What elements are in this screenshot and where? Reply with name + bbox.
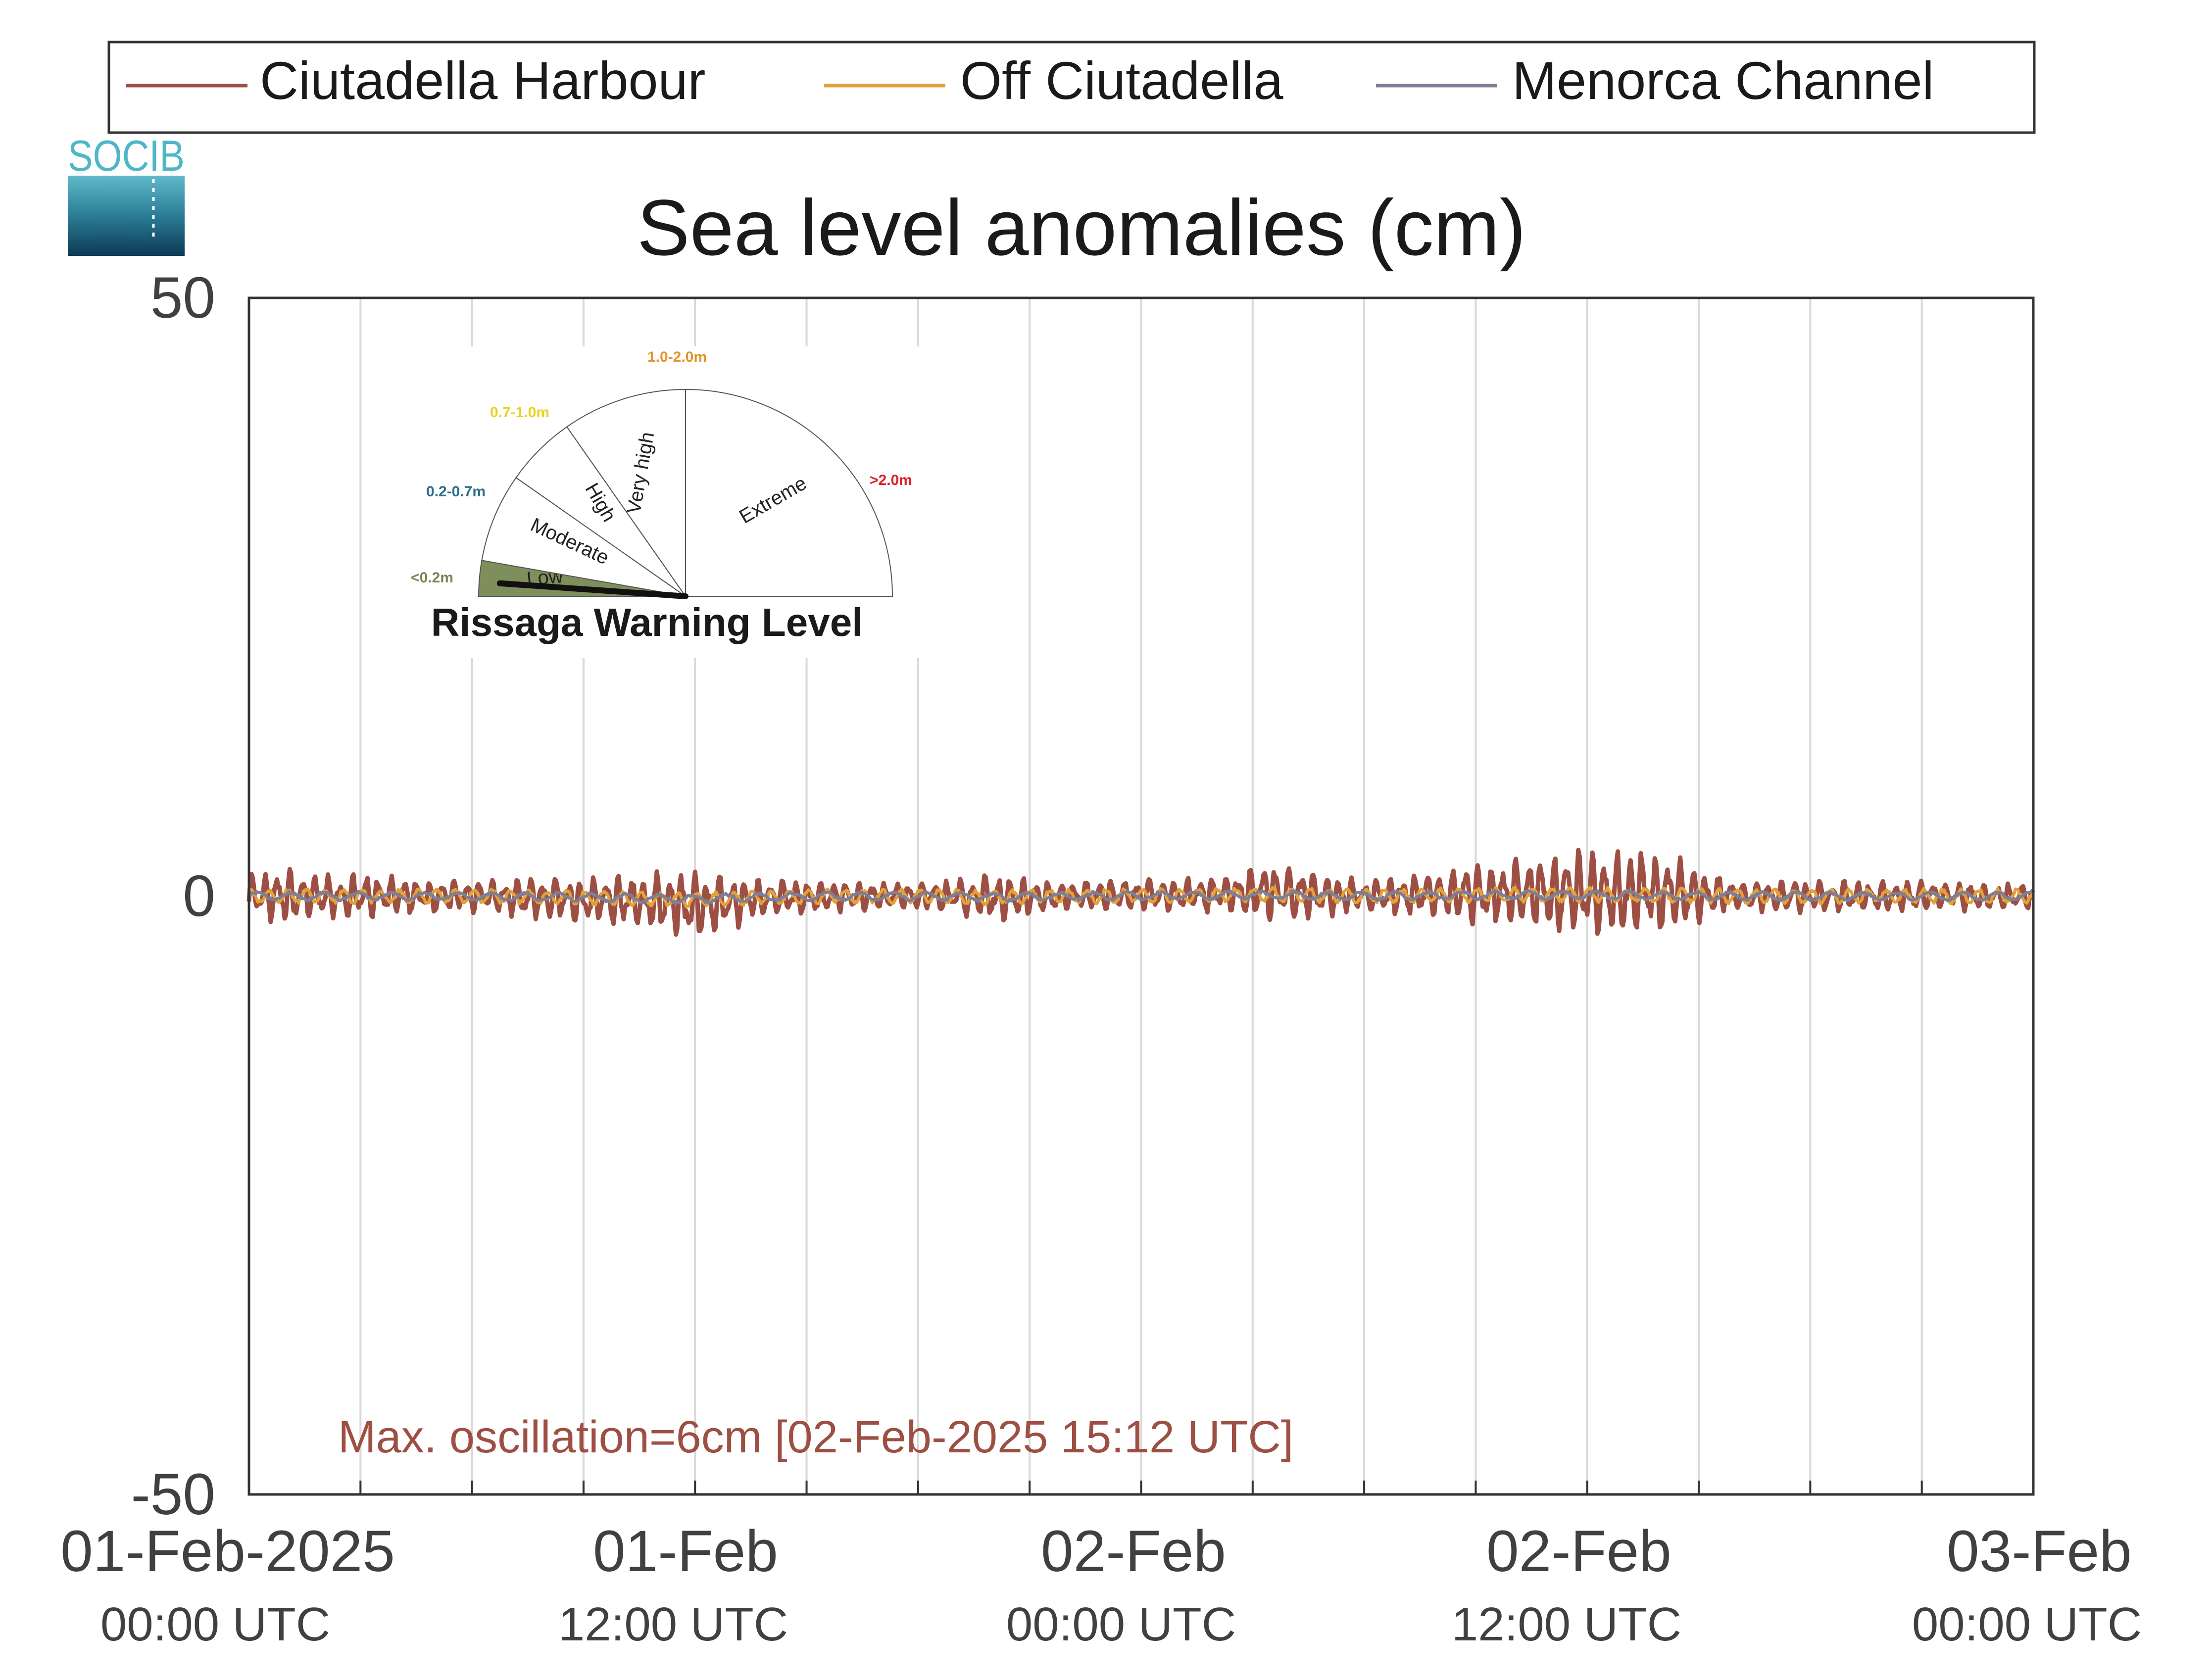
gauge-title: Rissaga Warning Level — [431, 600, 863, 644]
gauge-range-label: 1.0-2.0m — [647, 349, 707, 365]
x-tick-label: 01-Feb-2025 — [60, 1519, 395, 1584]
gauge-sector — [515, 426, 686, 597]
gauge-sector — [481, 477, 686, 597]
gauge-range-label: 0.2-0.7m — [426, 483, 486, 500]
socib-logo-block — [68, 176, 185, 256]
gauge-needle — [496, 580, 688, 599]
gauge-range-label: >2.0m — [870, 472, 912, 488]
x-tick-sublabel: 00:00 UTC — [100, 1598, 330, 1651]
gauge-range-label: <0.2m — [411, 570, 453, 586]
y-tick-label: 50 — [150, 265, 215, 331]
legend-label-off-ciutadella: Off Ciutadella — [960, 50, 1283, 110]
series-line-off-ciutadella — [248, 886, 2034, 909]
gauge-sector — [566, 388, 686, 598]
x-tick-labels: 01-Feb-2025 00:00 UTC 01-Feb 12:00 UTC 02-Fe… — [60, 1519, 2142, 1651]
legend: Ciutadella Harbour Off Ciutadella Menorc… — [107, 41, 2036, 134]
y-tick-labels: -50 0 50 — [131, 265, 215, 1527]
chart-title: Sea level anomalies (cm) — [637, 183, 1526, 272]
max-oscillation-annotation: Max. oscillation=6cm [02-Feb-2025 15:12 … — [338, 1412, 1293, 1462]
gauge-range-label: 0.7-1.0m — [490, 404, 549, 421]
x-ticks — [359, 1481, 1923, 1494]
x-tick-label: 02-Feb — [1041, 1519, 1226, 1584]
x-tick-label: 01-Feb — [593, 1519, 778, 1584]
x-tick-sublabel: 00:00 UTC — [1912, 1598, 2142, 1651]
socib-logo: SOCIB — [68, 131, 185, 256]
series-layer — [246, 848, 2035, 937]
legend-label-ciutadella-harbour: Ciutadella Harbour — [260, 50, 706, 110]
y-tick-label: 0 — [183, 864, 215, 929]
x-tick-label: 03-Feb — [1947, 1519, 2132, 1584]
x-tick-sublabel: 00:00 UTC — [1006, 1598, 1236, 1651]
x-tick-sublabel: 12:00 UTC — [1452, 1598, 1681, 1651]
gauge-sector — [685, 388, 893, 597]
legend-frame — [107, 41, 2036, 134]
x-tick-sublabel: 12:00 UTC — [558, 1598, 788, 1651]
x-tick-label: 02-Feb — [1486, 1519, 1671, 1584]
legend-label-menorca-channel: Menorca Channel — [1512, 50, 1934, 110]
socib-logo-text: SOCIB — [68, 131, 185, 180]
series-line-menorca-channel — [247, 889, 2035, 905]
y-tick-label: -50 — [131, 1462, 215, 1527]
